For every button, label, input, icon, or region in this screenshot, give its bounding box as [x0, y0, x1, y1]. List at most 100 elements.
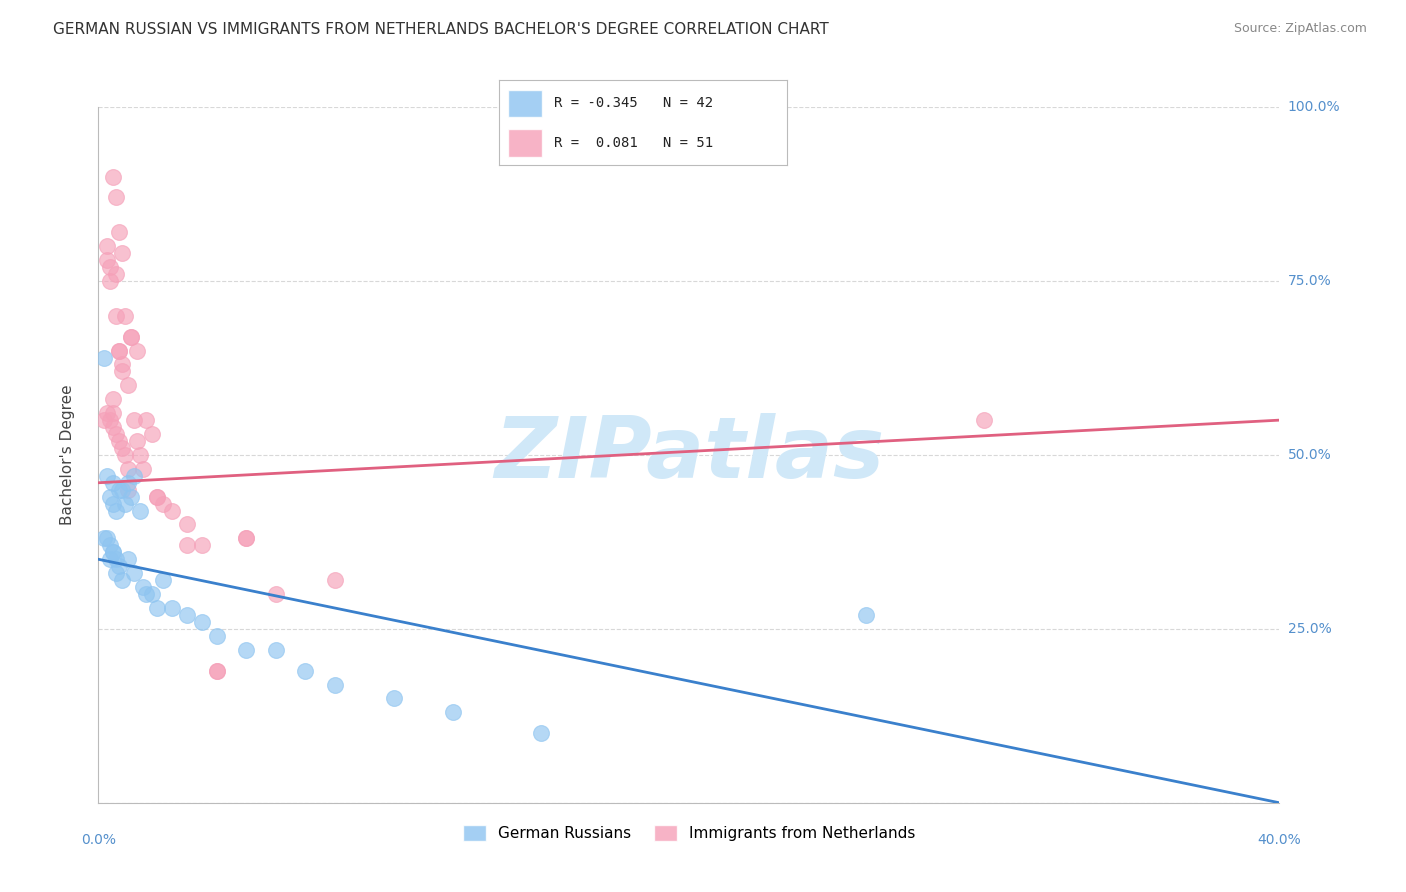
Text: ZIPatlas: ZIPatlas [494, 413, 884, 497]
Point [235, 532, 257, 546]
Point [132, 462, 155, 476]
Text: GERMAN RUSSIAN VS IMMIGRANTS FROM NETHERLANDS BACHELOR'S DEGREE CORRELATION CHAR: GERMAN RUSSIAN VS IMMIGRANTS FROM NETHER… [53, 22, 830, 37]
Point [111, 358, 134, 372]
Point [96, 239, 118, 253]
Point [264, 642, 287, 657]
Y-axis label: Bachelor's Degree: Bachelor's Degree [60, 384, 75, 525]
Point [146, 601, 169, 615]
Point [108, 343, 131, 358]
Point [152, 573, 174, 587]
Point [111, 441, 134, 455]
Point [120, 329, 142, 343]
Text: 100.0%: 100.0% [1288, 100, 1340, 114]
Point [103, 497, 125, 511]
Text: 25.0%: 25.0% [1288, 622, 1331, 636]
Point [176, 517, 198, 532]
Point [117, 378, 139, 392]
Point [176, 607, 198, 622]
Point [111, 483, 134, 497]
Point [120, 490, 142, 504]
Point [235, 532, 257, 546]
Point [264, 587, 287, 601]
Point [117, 552, 139, 566]
Point [103, 545, 125, 559]
Point [205, 664, 228, 678]
Point [96, 253, 118, 268]
Point [105, 309, 128, 323]
Point [117, 475, 139, 490]
Point [530, 726, 553, 740]
Point [98, 490, 121, 504]
Point [108, 225, 131, 239]
Point [103, 475, 125, 490]
Point [382, 691, 405, 706]
Point [323, 573, 346, 587]
Point [125, 343, 148, 358]
Point [141, 427, 163, 442]
Point [125, 434, 148, 448]
Point [93, 413, 115, 427]
Text: Source: ZipAtlas.com: Source: ZipAtlas.com [1233, 22, 1367, 36]
Point [103, 392, 125, 407]
Text: 0.0%: 0.0% [82, 833, 115, 847]
Point [98, 538, 121, 552]
Point [98, 274, 121, 288]
Point [973, 413, 995, 427]
Point [135, 413, 157, 427]
Point [117, 483, 139, 497]
Point [235, 642, 257, 657]
Point [103, 545, 125, 559]
Point [122, 566, 145, 581]
Point [122, 413, 145, 427]
Point [105, 503, 128, 517]
Point [146, 490, 169, 504]
Point [191, 538, 214, 552]
Point [96, 532, 118, 546]
Bar [508, 129, 543, 157]
Point [441, 706, 464, 720]
Point [162, 601, 183, 615]
Point [105, 566, 128, 581]
Point [114, 448, 136, 462]
Point [93, 532, 115, 546]
Point [122, 468, 145, 483]
Point [111, 364, 134, 378]
Legend: German Russians, Immigrants from Netherlands: German Russians, Immigrants from Netherl… [457, 819, 921, 847]
Point [108, 559, 131, 574]
Point [103, 420, 125, 434]
Point [105, 427, 128, 442]
Point [152, 497, 174, 511]
Point [96, 468, 118, 483]
Point [117, 462, 139, 476]
Point [103, 406, 125, 420]
Text: 40.0%: 40.0% [1257, 833, 1302, 847]
Point [855, 607, 877, 622]
Point [108, 434, 131, 448]
Point [111, 246, 134, 260]
Point [146, 490, 169, 504]
Point [98, 413, 121, 427]
Point [141, 587, 163, 601]
Point [108, 483, 131, 497]
Text: 50.0%: 50.0% [1288, 448, 1331, 462]
Point [103, 169, 125, 184]
Point [191, 615, 214, 629]
Point [111, 573, 134, 587]
Point [105, 190, 128, 204]
Point [128, 448, 150, 462]
Point [114, 497, 136, 511]
Point [205, 664, 228, 678]
Point [162, 503, 183, 517]
Point [323, 677, 346, 691]
Text: 75.0%: 75.0% [1288, 274, 1331, 288]
Point [93, 351, 115, 365]
Bar [508, 89, 543, 117]
Point [205, 629, 228, 643]
Point [108, 343, 131, 358]
Point [128, 503, 150, 517]
Point [98, 552, 121, 566]
Point [294, 664, 316, 678]
Point [135, 587, 157, 601]
Point [105, 267, 128, 281]
Point [114, 309, 136, 323]
